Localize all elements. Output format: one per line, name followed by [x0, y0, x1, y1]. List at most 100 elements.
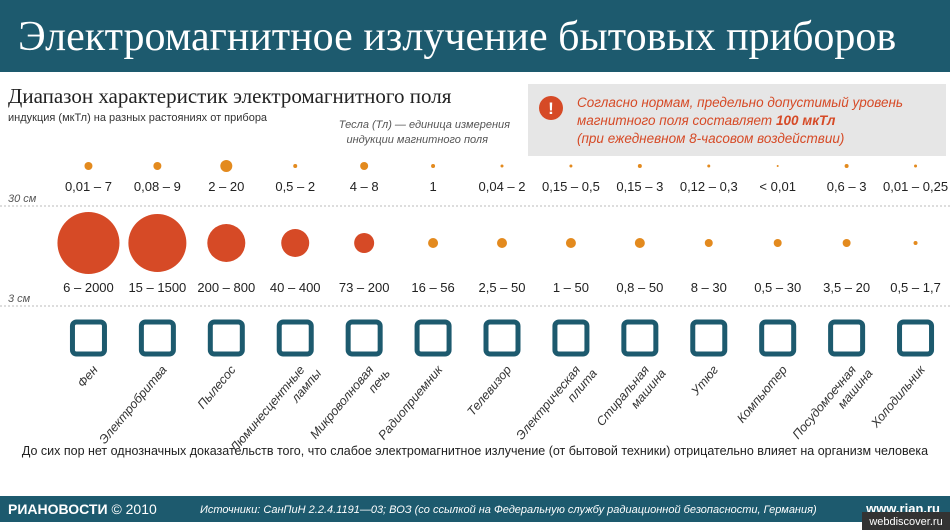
near-value: 0,5 – 1,7: [890, 280, 941, 295]
far-dot: [569, 164, 573, 168]
appliance-icon: [690, 319, 728, 357]
far-dot: [153, 162, 162, 170]
far-dot: [500, 164, 504, 168]
near-circle: [842, 239, 851, 247]
warning-text: магнитного поля составляет: [577, 113, 772, 128]
appliance-icon: [897, 319, 935, 357]
near-circle: [281, 229, 310, 257]
appliance-icon: [552, 319, 590, 357]
far-value: 0,6 – 3: [827, 179, 867, 194]
far-value: 1: [429, 179, 436, 194]
appliance-icon: [621, 319, 659, 357]
far-value: 2 – 20: [208, 179, 244, 194]
warning-highlight: 100 мкТл: [776, 113, 836, 128]
appliance-name: Электрическаяплита: [513, 357, 600, 452]
subtitle: Диапазон характеристик электромагнитного…: [8, 84, 452, 108]
near-value: 0,5 – 30: [754, 280, 801, 295]
title-banner: [0, 0, 950, 72]
appliance-name-line: Фен: [75, 363, 101, 390]
near-circle: [634, 238, 645, 248]
unit-note: индукции магнитного поля: [347, 134, 489, 146]
near-value: 200 – 800: [197, 280, 255, 295]
near-value: 16 – 56: [411, 280, 454, 295]
appliance-icon: [759, 319, 797, 357]
appliance-icon: [414, 319, 452, 357]
warning-text: магнитного поля составляет 100 мкТл: [577, 113, 836, 128]
watermark: webdiscover.ru: [868, 516, 942, 528]
appliance-icon: [345, 319, 383, 357]
near-circle: [913, 241, 918, 245]
watermark-box: [862, 512, 950, 530]
far-dot: [707, 164, 711, 168]
brand-name: РИАНОВОСТИ: [8, 501, 108, 517]
near-value: 3,5 – 20: [823, 280, 870, 295]
appliance-icon: [138, 319, 176, 357]
sources: Источники: СанПиН 2.2.4.1191—03; ВОЗ (со…: [200, 504, 817, 516]
near-circle: [773, 239, 782, 247]
far-dot: [431, 164, 436, 168]
near-value: 6 – 2000: [63, 280, 114, 295]
near-value: 40 – 400: [270, 280, 321, 295]
unit-note: Тесла (Тл) — единица измерения: [339, 119, 510, 131]
footer-bar: [0, 496, 950, 522]
near-circle: [565, 238, 576, 248]
brand: РИАНОВОСТИ © 2010: [8, 501, 157, 517]
near-value: 2,5 – 50: [479, 280, 526, 295]
warning-text: Согласно нормам, предельно допустимый ур…: [577, 95, 903, 110]
note: индукция (мкТл) на разных растояниях от …: [8, 112, 268, 124]
appliance-name-line: Холодильник: [868, 362, 929, 431]
warning-text: (при ежедневном 8-часовом воздействии): [577, 131, 844, 146]
conclusion: До сих пор нет однозначных доказательств…: [22, 444, 928, 458]
far-value: 0,12 – 0,3: [680, 179, 738, 194]
far-value: < 0,01: [759, 179, 796, 194]
appliance-name: Фен: [75, 363, 101, 390]
distance-label: 30 см: [8, 193, 37, 205]
appliance-name: Холодильник: [868, 362, 929, 431]
distance-label: 3 см: [8, 293, 31, 305]
appliance-icon: [483, 319, 521, 357]
warning-icon-mark: !: [548, 99, 554, 118]
far-dot: [844, 164, 849, 168]
appliance-name-line: Электробритва: [96, 363, 169, 447]
title: Электромагнитное излучение бытовых прибо…: [18, 14, 896, 60]
near-circle: [207, 224, 246, 262]
warning: Согласно нормам, предельно допустимый ур…: [577, 95, 903, 146]
far-value: 0,15 – 3: [616, 179, 663, 194]
appliance-name: Стиральнаямашина: [594, 357, 669, 439]
far-dot: [360, 162, 369, 170]
appliance-name: Пылесос: [195, 362, 239, 411]
far-value: 0,15 – 0,5: [542, 179, 600, 194]
near-circle: [428, 238, 439, 248]
appliance-name: Компьютер: [734, 363, 790, 426]
near-circle: [57, 212, 120, 274]
far-value: 0,04 – 2: [479, 179, 526, 194]
near-circle: [497, 238, 507, 248]
copyright: © 2010: [111, 501, 157, 517]
near-circle: [354, 233, 375, 253]
far-dot: [637, 164, 642, 168]
appliance-name: Электробритва: [96, 363, 169, 447]
far-value: 0,01 – 0,25: [883, 179, 948, 194]
near-value: 0,8 – 50: [616, 280, 663, 295]
far-dot: [293, 164, 298, 168]
appliance-name: Посудомоечнаямашина: [790, 357, 876, 451]
warning-box: [528, 84, 946, 156]
far-dot: [914, 164, 918, 168]
appliance-icon: [207, 319, 245, 357]
appliance-name: Телевизор: [464, 363, 514, 419]
near-value: 15 – 1500: [128, 280, 186, 295]
near-value: 8 – 30: [691, 280, 727, 295]
far-dot: [776, 165, 779, 167]
far-value: 0,01 – 7: [65, 179, 112, 194]
near-circle: [128, 214, 187, 272]
far-dot: [220, 160, 233, 172]
far-value: 0,5 – 2: [275, 179, 315, 194]
appliance-name: Утюг: [688, 363, 721, 399]
appliance-icon: [276, 319, 314, 357]
appliance-name-line: Утюг: [688, 363, 721, 399]
appliance-name-line: Компьютер: [734, 363, 790, 426]
near-value: 1 – 50: [553, 280, 589, 295]
appliance-name-line: Пылесос: [195, 362, 239, 411]
appliance-icon: [69, 319, 107, 357]
